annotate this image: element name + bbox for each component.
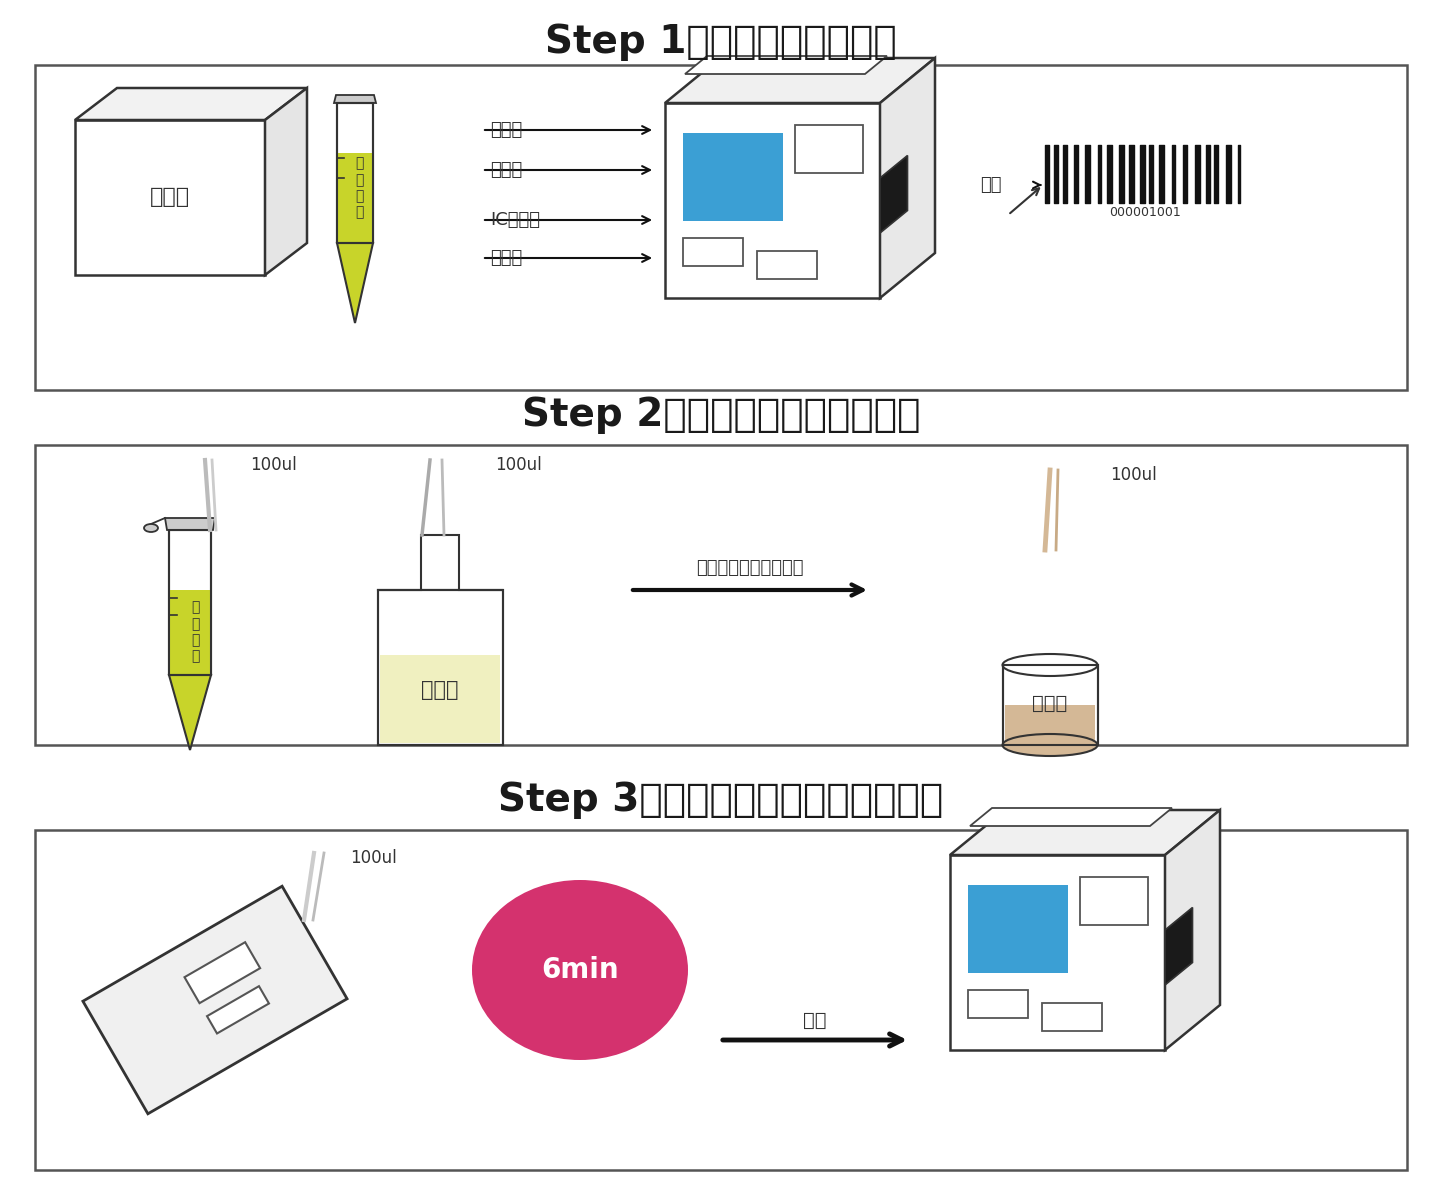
Ellipse shape	[472, 880, 688, 1060]
Polygon shape	[337, 243, 373, 323]
Text: 待
检
样
品: 待 检 样 品	[355, 157, 363, 219]
Bar	[35, 445, 1407, 745]
Text: 样品杯: 样品杯	[1032, 694, 1067, 713]
Bar	[795, 125, 862, 173]
Bar	[757, 250, 818, 279]
Polygon shape	[685, 57, 887, 73]
Polygon shape	[337, 153, 373, 243]
Polygon shape	[164, 518, 215, 530]
Text: 100ul: 100ul	[249, 456, 297, 474]
Bar	[684, 238, 743, 266]
Text: 100ul: 100ul	[1110, 466, 1156, 484]
Polygon shape	[75, 120, 265, 275]
Polygon shape	[208, 986, 270, 1033]
Polygon shape	[185, 943, 260, 1003]
Text: Step 1：回温、开机、扫码: Step 1：回温、开机、扫码	[545, 23, 897, 61]
Bar	[378, 590, 503, 745]
Polygon shape	[169, 675, 211, 750]
Bar	[968, 885, 1069, 973]
Polygon shape	[1005, 706, 1094, 745]
Polygon shape	[169, 590, 211, 675]
Bar	[169, 530, 211, 675]
Ellipse shape	[144, 524, 159, 532]
Text: 6min: 6min	[541, 956, 619, 984]
Polygon shape	[265, 88, 307, 275]
Bar	[378, 590, 503, 745]
Bar	[684, 132, 783, 222]
Text: Step 3：加样，读数，打印检测报告: Step 3：加样，读数，打印检测报告	[499, 781, 943, 819]
Ellipse shape	[1002, 654, 1097, 675]
Text: IC卡插口: IC卡插口	[490, 211, 539, 229]
Bar	[1004, 665, 1097, 745]
Bar	[1043, 1003, 1102, 1031]
Ellipse shape	[1002, 734, 1097, 756]
Bar	[1080, 877, 1148, 925]
Bar	[35, 830, 1407, 1170]
Text: 插卡口: 插卡口	[490, 249, 522, 267]
Bar	[35, 65, 1407, 390]
Polygon shape	[880, 155, 907, 234]
Text: 100ul: 100ul	[350, 849, 397, 867]
Polygon shape	[665, 58, 934, 104]
Text: 待
检
样
品: 待 检 样 品	[190, 601, 199, 663]
Text: 显示屏: 显示屏	[490, 161, 522, 179]
Polygon shape	[1165, 810, 1220, 1050]
Text: 试剖盒: 试剖盒	[150, 187, 190, 207]
Polygon shape	[950, 810, 1220, 855]
Bar	[968, 990, 1028, 1019]
Polygon shape	[82, 886, 348, 1114]
Text: 100ul: 100ul	[495, 456, 542, 474]
Text: 加热样品杯，吸打混匀: 加热样品杯，吸打混匀	[696, 559, 803, 577]
Polygon shape	[970, 808, 1172, 826]
Polygon shape	[880, 58, 934, 299]
Polygon shape	[75, 88, 307, 120]
Bar	[169, 530, 211, 675]
Bar	[421, 535, 459, 590]
Text: Step 2：取样、加稀释液，混匀: Step 2：取样、加稀释液，混匀	[522, 396, 920, 433]
Bar	[337, 104, 373, 243]
Polygon shape	[1165, 908, 1193, 985]
Text: 稀释液: 稀释液	[421, 680, 459, 700]
Polygon shape	[950, 855, 1165, 1050]
Polygon shape	[665, 104, 880, 299]
Bar	[1004, 665, 1097, 745]
Bar	[337, 104, 373, 243]
Text: 读数: 读数	[803, 1010, 826, 1029]
Polygon shape	[381, 655, 500, 743]
Text: 000001001: 000001001	[1109, 207, 1181, 219]
Text: 扫码: 扫码	[981, 176, 1002, 194]
Text: 打印机: 打印机	[490, 120, 522, 138]
Polygon shape	[335, 95, 376, 104]
